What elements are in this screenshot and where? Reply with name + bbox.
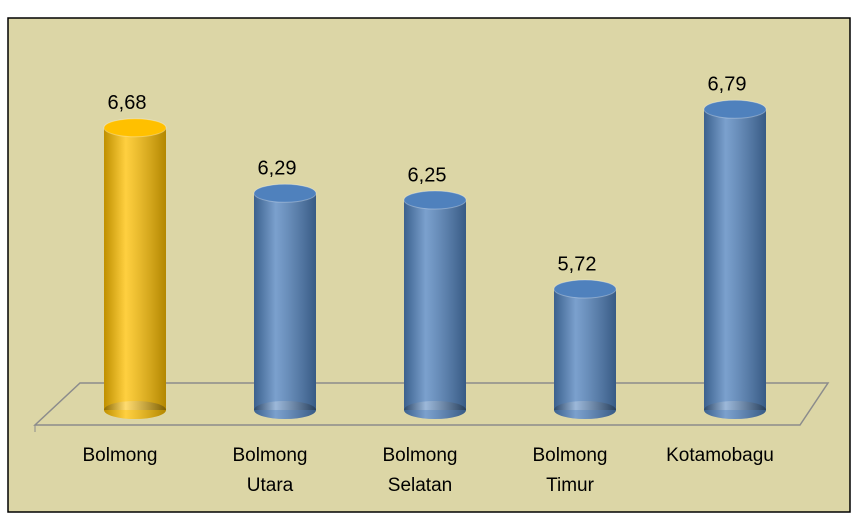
bar-top (553, 279, 617, 299)
bar-bottom-shade (704, 401, 766, 419)
bar-shade (254, 193, 316, 410)
x-tick-label: Bolmong Timur (532, 445, 608, 496)
value-label: 5,72 (558, 253, 597, 275)
x-tick-label: Bolmong (82, 445, 158, 466)
bar-bottom-shade (254, 401, 316, 419)
bar-bottom-shade (104, 401, 166, 419)
bar-top (703, 99, 767, 119)
x-tick-label: Bolmong Utara (232, 445, 308, 496)
value-label: 6,29 (258, 158, 297, 180)
bar-bottom-shade (554, 401, 616, 419)
x-tick-label: Kotamobagu (666, 445, 774, 466)
bar-top (403, 190, 467, 210)
bar-top (103, 118, 167, 138)
bar-shade (704, 109, 766, 410)
x-tick-label: Bolmong Selatan (382, 445, 458, 496)
value-label: 6,25 (408, 164, 447, 186)
value-label: 6,68 (108, 92, 147, 114)
bar-shade (554, 289, 616, 410)
bar-shade (104, 127, 166, 410)
bar-bottom-shade (404, 401, 466, 419)
bar-shade (404, 200, 466, 410)
bar-top (253, 183, 317, 203)
value-label: 6,79 (708, 74, 747, 96)
